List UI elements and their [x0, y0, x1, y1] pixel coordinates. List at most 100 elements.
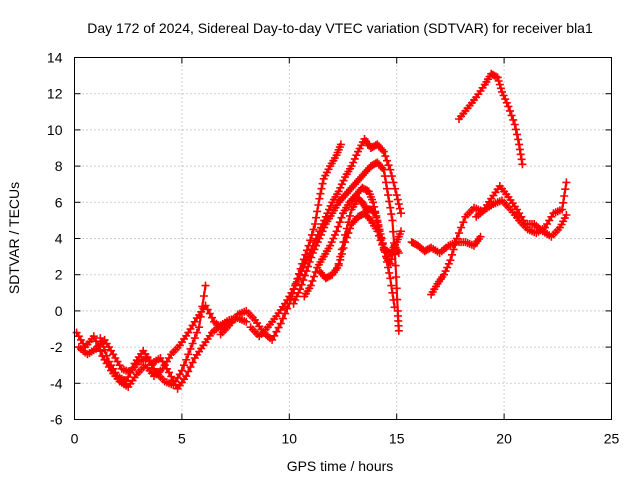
series-sat-g: [300, 183, 403, 301]
x-tick-label: 20: [496, 431, 512, 447]
x-tick-label: 15: [389, 431, 405, 447]
y-tick-label: 2: [55, 267, 63, 283]
data-point: [315, 194, 324, 203]
data-point: [128, 363, 137, 372]
data-point: [335, 218, 344, 227]
data-point: [312, 213, 321, 222]
data-point: [336, 252, 345, 261]
data-point: [383, 258, 391, 266]
data-point: [375, 227, 384, 236]
data-point: [304, 262, 313, 271]
x-tick-label: 0: [71, 431, 79, 447]
data-point: [169, 376, 178, 385]
data-point: [306, 281, 315, 290]
y-tick-label: 0: [55, 303, 63, 319]
data-point: [196, 312, 205, 321]
data-point: [381, 152, 390, 161]
data-point: [495, 80, 504, 89]
data-point: [199, 292, 208, 300]
x-tick-label: 10: [282, 431, 298, 447]
plot-frame: [74, 57, 612, 420]
data-point: [562, 178, 571, 187]
data-point: [511, 125, 520, 134]
data-point: [380, 172, 389, 181]
data-point: [300, 271, 309, 280]
data-point: [392, 191, 401, 200]
data-point: [276, 319, 285, 328]
data-point: [339, 238, 348, 247]
data-point: [242, 317, 251, 326]
data-point: [126, 368, 135, 377]
data-point: [394, 200, 403, 209]
data-point: [383, 156, 391, 165]
data-point: [493, 73, 502, 82]
data-point: [278, 314, 287, 323]
data-point: [394, 249, 403, 257]
data-point: [455, 229, 463, 238]
data-point: [311, 268, 320, 276]
data-point: [392, 273, 401, 281]
data-point: [311, 220, 320, 228]
data-point: [281, 309, 289, 318]
y-axis-label: SDTVAR / TECUs: [6, 182, 22, 294]
y-tick-label: -6: [50, 412, 63, 428]
chart-title: Day 172 of 2024, Sidereal Day-to-day VTE…: [87, 20, 593, 36]
data-point: [561, 185, 570, 194]
data-point: [496, 84, 505, 93]
data-point: [332, 227, 341, 236]
data-point: [100, 345, 109, 354]
y-tick-label: 10: [47, 122, 63, 138]
data-point: [386, 203, 395, 212]
data-point: [395, 204, 404, 213]
data-point: [205, 309, 214, 318]
data-point: [307, 253, 316, 262]
data-point: [391, 184, 400, 193]
data-point: [457, 223, 466, 232]
data-point: [394, 326, 403, 335]
data-point: [510, 120, 519, 129]
data-point: [384, 191, 393, 200]
data-point: [374, 222, 383, 231]
data-point: [203, 305, 212, 314]
data-point: [124, 373, 133, 381]
data-point: [514, 135, 523, 144]
data-point: [515, 140, 524, 149]
data-point: [182, 372, 191, 381]
series-sat-d: [216, 140, 345, 344]
data-point: [96, 347, 105, 356]
data-point: [384, 161, 393, 170]
data-point: [272, 327, 281, 336]
data-point: [389, 227, 398, 236]
data-point: [341, 230, 350, 239]
data-point: [102, 351, 111, 360]
data-point: [452, 234, 461, 243]
data-point: [342, 224, 351, 233]
data-point: [316, 189, 325, 198]
data-point: [337, 245, 346, 254]
data-point: [506, 106, 514, 115]
data-point: [334, 259, 343, 268]
x-tick-label: 5: [178, 431, 186, 447]
data-point: [559, 198, 568, 207]
data-point: [188, 358, 197, 367]
data-point: [344, 218, 353, 227]
data-point: [186, 344, 195, 353]
series-sat-e: [246, 135, 405, 341]
data-point: [397, 209, 405, 218]
data-point: [387, 210, 396, 219]
y-tick-label: -2: [50, 339, 63, 355]
data-point: [296, 285, 304, 294]
data-point: [517, 155, 526, 164]
data-point: [182, 355, 191, 364]
data-point: [89, 332, 98, 341]
data-point: [122, 377, 131, 386]
data-point: [387, 255, 396, 264]
data-point: [270, 331, 279, 340]
data-point: [318, 179, 327, 188]
data-point: [382, 252, 390, 261]
data-point: [379, 147, 388, 156]
data-point: [387, 172, 396, 181]
y-tick-label: 4: [55, 231, 63, 247]
data-point: [337, 213, 346, 222]
data-point: [391, 261, 400, 270]
